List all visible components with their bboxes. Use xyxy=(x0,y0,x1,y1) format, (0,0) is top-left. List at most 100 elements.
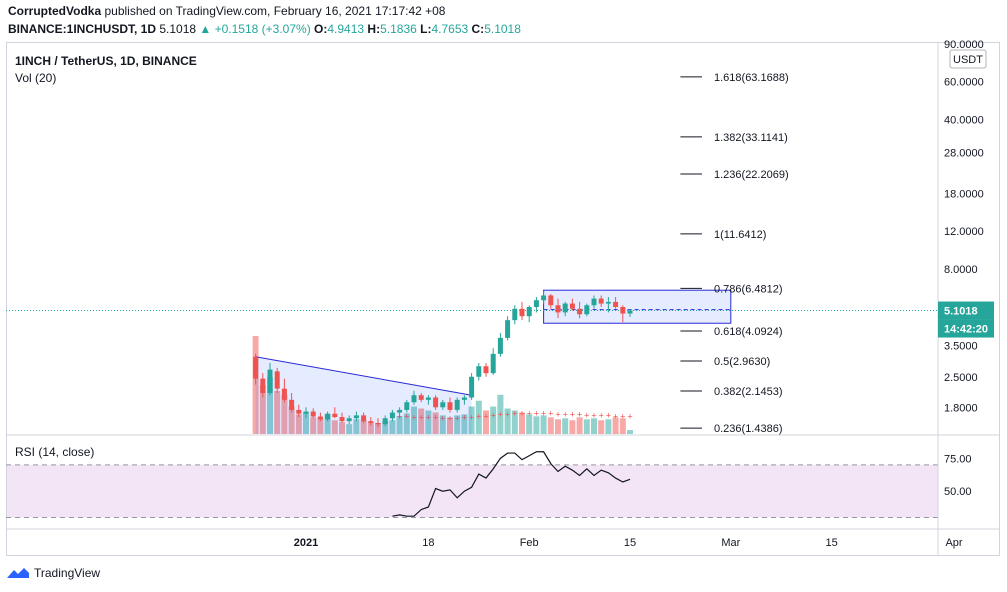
fib-level-label: 0.618(4.0924) xyxy=(714,326,783,338)
last-price-label: 5.1018 xyxy=(944,306,978,318)
candle-body xyxy=(260,378,266,393)
rsi-pane xyxy=(392,451,631,517)
volume-bar xyxy=(389,420,396,434)
volume-bar xyxy=(324,414,331,434)
candle-body xyxy=(605,301,611,304)
candle-body xyxy=(541,295,547,301)
volume-bar xyxy=(612,417,619,434)
volume-ma-point: + xyxy=(491,410,496,420)
volume-bar xyxy=(360,420,367,434)
symbol-name: BINANCE:1INCHUSDT, 1D xyxy=(8,22,157,36)
chart-frame xyxy=(6,42,1000,556)
candle-body xyxy=(577,308,583,315)
volume-bar xyxy=(425,410,432,434)
volume-bar xyxy=(461,414,468,434)
volume-ma-point: + xyxy=(498,409,503,419)
candle-body xyxy=(497,337,503,354)
volume-bars: ++++++++++++++++++++++++++++++++++ xyxy=(252,336,633,434)
volume-ma-point: + xyxy=(599,410,604,420)
volume-bar xyxy=(475,400,482,434)
candle-body xyxy=(433,397,439,408)
volume-bar xyxy=(605,419,612,434)
candle-body xyxy=(584,305,590,315)
volume-bar xyxy=(547,417,554,434)
volume-bar xyxy=(533,416,540,434)
symbol-line: BINANCE:1INCHUSDT, 1D 5.1018 ▲ +0.1518 (… xyxy=(8,22,521,36)
volume-ma-point: + xyxy=(591,410,596,420)
volume-bar xyxy=(267,377,273,434)
volume-ma-point: + xyxy=(577,409,582,419)
time-tick-label: 2021 xyxy=(294,537,318,549)
candle-body xyxy=(253,356,259,379)
candle-body xyxy=(490,353,496,374)
candle-body xyxy=(613,301,619,307)
volume-ma-point: + xyxy=(613,411,618,421)
open-value: 4.9413 xyxy=(327,22,365,36)
candle-body xyxy=(404,402,410,410)
price-tick-label: 28.0000 xyxy=(944,147,984,159)
volume-ma-point: + xyxy=(440,413,445,423)
candle-body xyxy=(325,413,331,420)
volume-bar xyxy=(331,420,338,434)
volume-bar xyxy=(274,390,281,434)
candles xyxy=(253,290,633,428)
volume-bar xyxy=(519,412,525,434)
drawings: 1.618(63.1688) 1.382(33.1141) 1.236(22.206… xyxy=(6,72,938,435)
footer-brand[interactable]: TradingView xyxy=(6,566,100,580)
candle-body xyxy=(303,411,309,414)
volume-bar xyxy=(303,412,309,434)
volume-bar xyxy=(432,412,439,434)
price-tick-label: 2.5000 xyxy=(944,372,978,384)
volume-ma-point: + xyxy=(476,411,481,421)
price-tick-label: 3.5000 xyxy=(944,341,978,353)
candle-body xyxy=(339,417,345,422)
time-tick-label: 18 xyxy=(422,537,434,549)
chart-title: 1INCH / TetherUS, 1D, BINANCE xyxy=(15,54,197,68)
price-tick-label: 1.8000 xyxy=(944,402,978,414)
candle-body xyxy=(332,413,338,418)
volume-ma-point: + xyxy=(570,409,575,419)
low-value: 4.7653 xyxy=(431,22,469,36)
candle-body xyxy=(361,415,367,422)
price-tick-label: 18.0000 xyxy=(944,188,984,200)
volume-bar xyxy=(439,415,446,434)
countdown-tag xyxy=(938,319,994,338)
candle-body xyxy=(281,388,287,400)
fib-level-label: 1(11.6412) xyxy=(714,229,766,241)
volume-ma-point: + xyxy=(469,412,474,422)
publish-line: CorruptedVodka published on TradingView.… xyxy=(8,4,445,18)
currency-label: USDT xyxy=(953,54,983,66)
candle-body xyxy=(483,366,489,374)
candle-body xyxy=(440,402,446,408)
rsi-background xyxy=(6,464,938,518)
low-label: L: xyxy=(420,22,432,36)
candle-body xyxy=(454,399,460,410)
candle-body xyxy=(505,320,511,338)
volume-bar xyxy=(375,423,381,434)
brand-name: TradingView xyxy=(34,566,101,580)
volume-bar xyxy=(339,422,345,434)
volume-bar xyxy=(346,424,353,434)
candle-body xyxy=(346,418,352,422)
volume-ma-point: + xyxy=(419,412,424,422)
volume-bar xyxy=(288,406,295,434)
author-name[interactable]: CorruptedVodka xyxy=(8,4,102,18)
candle-body xyxy=(555,305,561,313)
volume-bar xyxy=(627,430,633,434)
candle-body xyxy=(447,402,453,410)
candle-body xyxy=(368,421,374,423)
candle-body xyxy=(512,308,518,321)
high-label: H: xyxy=(367,22,381,36)
price-change: ▲ +0.1518 (+3.07%) xyxy=(199,22,311,36)
volume-ma-point: + xyxy=(505,409,510,419)
time-tick-label: Mar xyxy=(721,537,740,549)
volume-bar xyxy=(468,406,475,434)
currency-box xyxy=(949,49,987,69)
volume-bar xyxy=(310,417,317,434)
volume-bar xyxy=(396,416,403,434)
publish-info: published on TradingView.com, February 1… xyxy=(104,4,446,18)
rsi-tick-label: 50.00 xyxy=(944,486,972,498)
volume-ma-point: + xyxy=(433,412,438,422)
volume-bar xyxy=(504,408,511,434)
